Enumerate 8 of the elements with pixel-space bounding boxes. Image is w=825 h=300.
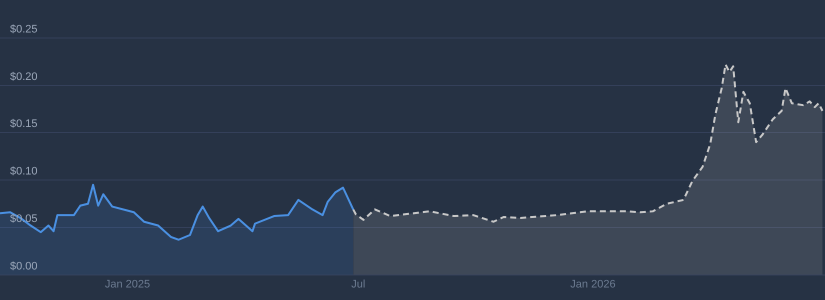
x-tick-label: Jan 2026 <box>570 278 616 290</box>
x-tick-label: Jul <box>351 278 366 290</box>
y-tick-label: $0.25 <box>10 23 38 36</box>
y-tick-label: $0.15 <box>10 118 38 130</box>
y-tick-label: $0.10 <box>10 166 38 178</box>
x-tick-label: Jan 2025 <box>104 278 150 290</box>
y-tick-label: $0.20 <box>10 70 38 83</box>
y-tick-label: $0.00 <box>10 260 38 272</box>
